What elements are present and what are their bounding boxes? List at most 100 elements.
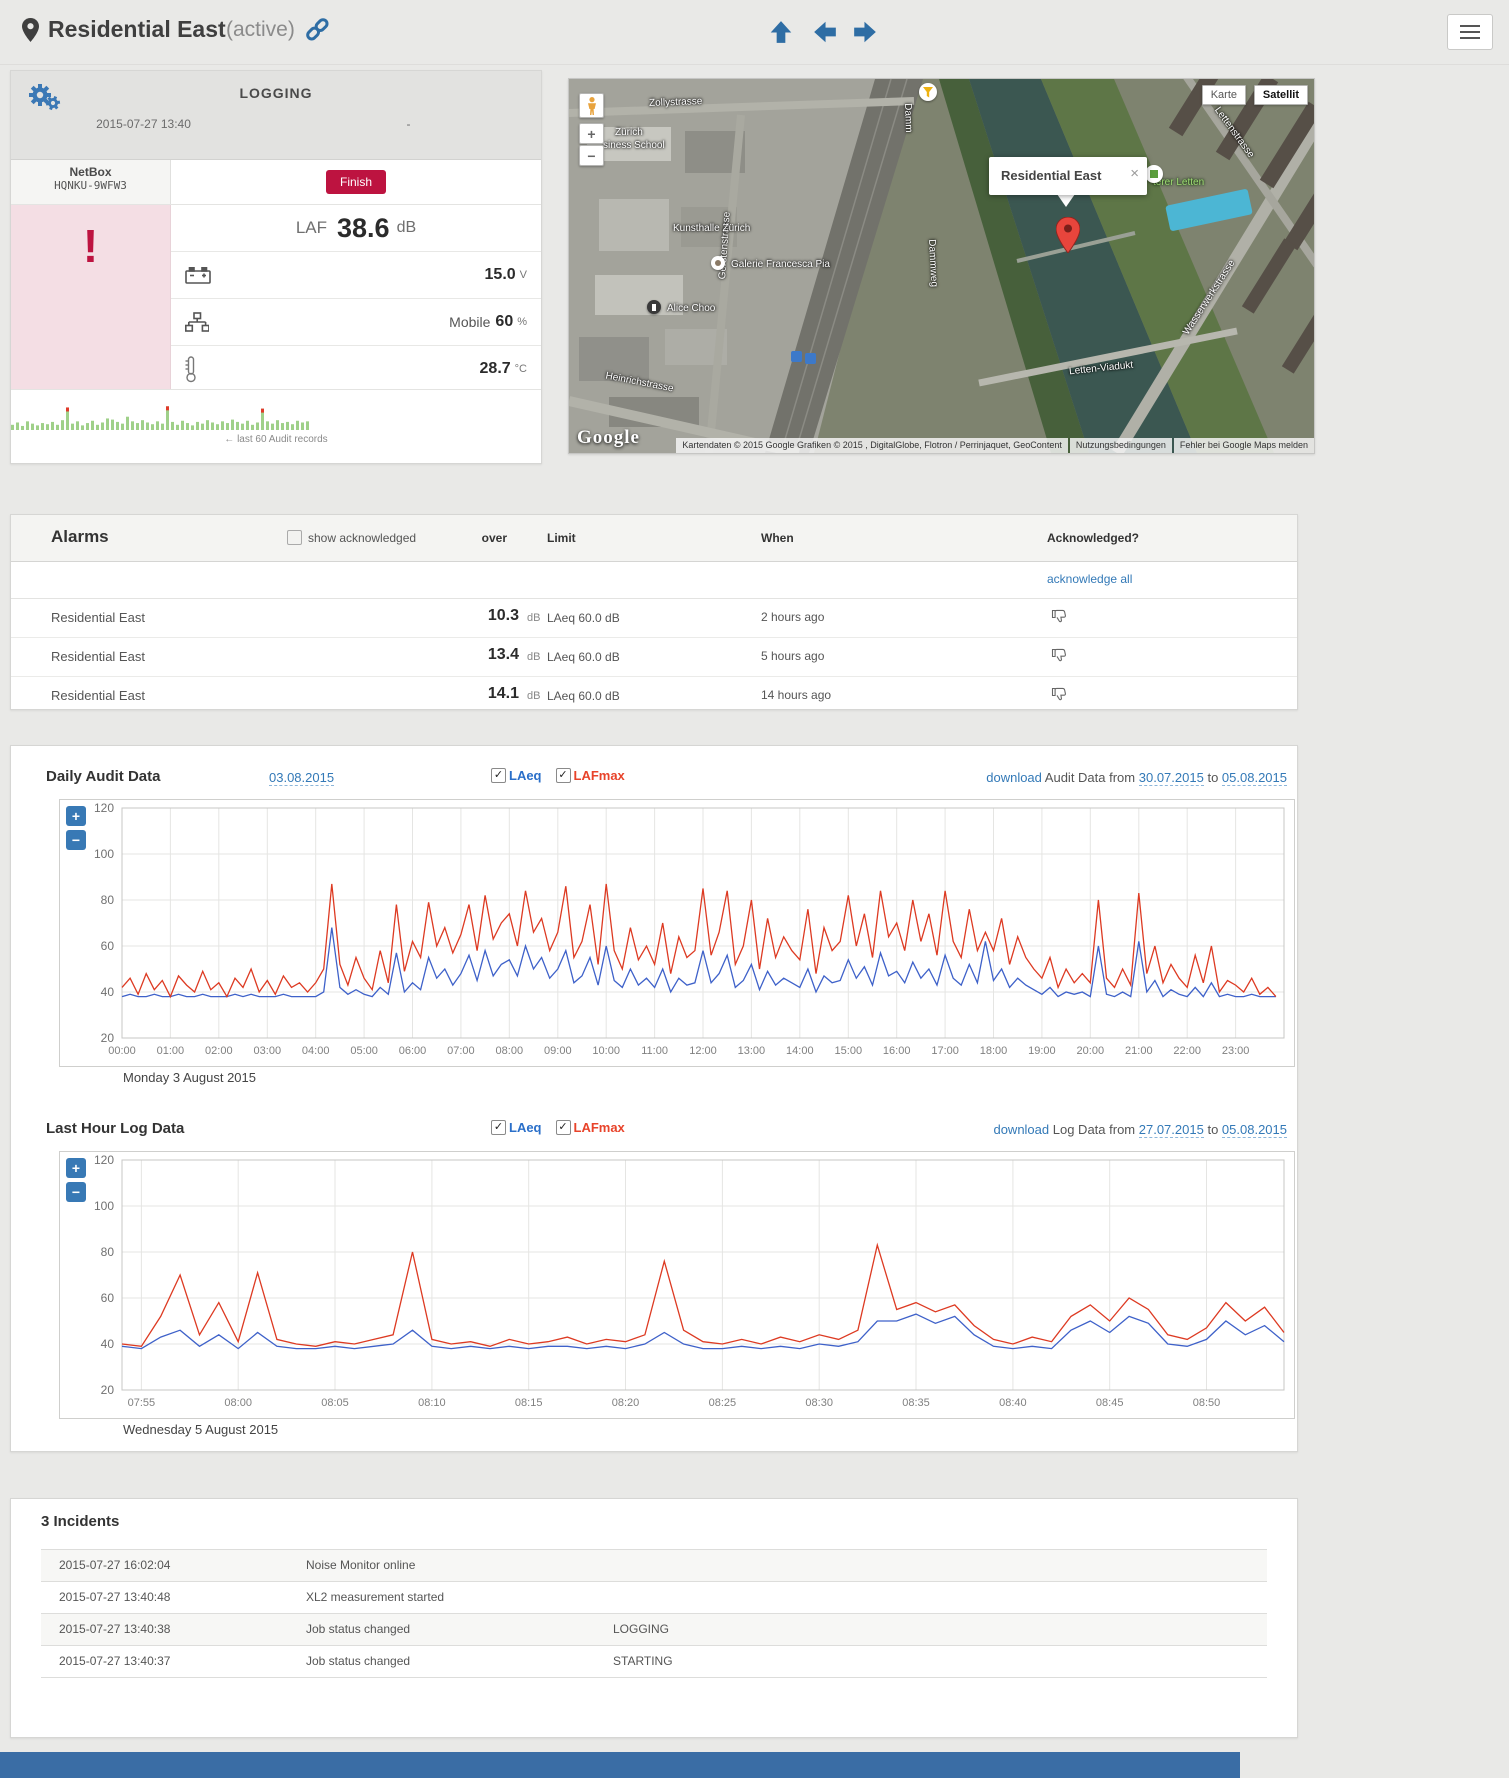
alert-cell: ! <box>11 205 171 389</box>
laeq-checkbox[interactable]: ✓ <box>491 768 506 783</box>
temperature-value: 28.7 <box>479 360 511 377</box>
show-acknowledged-checkbox[interactable] <box>287 530 302 545</box>
nav-up-arrow[interactable] <box>768 18 798 46</box>
funnel-poi-icon[interactable] <box>919 83 937 101</box>
finish-button[interactable]: Finish <box>325 170 386 194</box>
park-label: terer Letten <box>1153 177 1205 188</box>
job-end-time: - <box>406 117 411 131</box>
incident-row: 2015-07-27 13:40:37 Job status changed S… <box>41 1645 1267 1678</box>
menu-button[interactable] <box>1447 14 1493 50</box>
map-marker-pin[interactable] <box>1056 217 1080 253</box>
incident-time: 2015-07-27 13:40:37 <box>59 1654 171 1668</box>
restaurant-poi-icon[interactable] <box>647 300 661 314</box>
daily-zoom-in-button[interactable]: + <box>66 806 86 826</box>
alarm-when: 5 hours ago <box>761 649 825 663</box>
svg-text:17:00: 17:00 <box>931 1045 959 1057</box>
lafmax-label: LAFmax <box>573 768 625 783</box>
alarm-row: Residential East 13.4 dB LAeq 60.0 dB 5 … <box>11 638 1297 677</box>
svg-text:23:00: 23:00 <box>1222 1045 1250 1057</box>
laf-unit: dB <box>396 219 417 236</box>
lafmax-legend-toggle[interactable]: ✓ LAFmax <box>555 1120 625 1135</box>
svg-text:04:00: 04:00 <box>302 1045 330 1057</box>
svg-text:02:00: 02:00 <box>205 1045 233 1057</box>
pegman-control[interactable] <box>579 93 604 118</box>
attribution-report-link[interactable]: Fehler bei Google Maps melden <box>1173 438 1314 453</box>
lafmax-checkbox[interactable]: ✓ <box>555 768 571 783</box>
google-logo[interactable]: Google <box>577 427 640 448</box>
svg-text:20: 20 <box>101 1031 115 1045</box>
alarm-row: Residential East 10.3 dB LAeq 60.0 dB 2 … <box>11 599 1297 638</box>
svg-text:08:20: 08:20 <box>612 1397 640 1409</box>
laeq-legend-toggle[interactable]: ✓ LAeq <box>491 1120 542 1135</box>
svg-text:08:30: 08:30 <box>805 1397 833 1409</box>
download-audit-text: Audit Data from <box>1044 770 1136 785</box>
incident-status: LOGGING <box>613 1622 670 1636</box>
laeq-legend-toggle[interactable]: ✓ LAeq <box>491 768 542 783</box>
device-id: HQNKU-9WFW3 <box>54 179 127 192</box>
map-marker-popup[interactable]: Residential East × <box>989 157 1147 195</box>
nav-left-arrow[interactable] <box>812 18 842 46</box>
column-acknowledged: Acknowledged? <box>1047 531 1140 545</box>
nav-right-arrow[interactable] <box>852 18 882 46</box>
attribution-terms-link[interactable]: Nutzungsbedingungen <box>1069 438 1172 453</box>
show-acknowledged-label: show acknowledged <box>308 530 417 545</box>
device-label: NetBox <box>69 165 112 179</box>
lasthour-chart-plot: 07:55 08:00 08:05 08:10 08:15 08:20 08:25 08:30… <box>94 1153 1285 1409</box>
alarm-over-value: 10.3 <box>487 607 519 624</box>
settings-gears-icon[interactable] <box>27 83 61 113</box>
lafmax-checkbox[interactable]: ✓ <box>555 1120 571 1135</box>
street-label: Zollystrasse <box>648 96 703 109</box>
transit-icon[interactable] <box>805 353 816 364</box>
svg-text:120: 120 <box>94 1153 114 1167</box>
laeq-checkbox[interactable]: ✓ <box>491 1120 506 1135</box>
download-log-text: Log Data from <box>1052 1122 1136 1137</box>
daily-zoom-out-button[interactable]: − <box>66 830 86 850</box>
log-to-word: to <box>1207 1122 1219 1137</box>
lasthour-zoom-out-button[interactable]: − <box>66 1182 86 1202</box>
svg-text:08:05: 08:05 <box>321 1397 349 1409</box>
svg-text:06:00: 06:00 <box>399 1045 427 1057</box>
map-zoom-out-button[interactable]: − <box>579 145 604 166</box>
svg-text:08:00: 08:00 <box>224 1397 252 1409</box>
battery-icon <box>185 266 211 284</box>
audit-to-date[interactable]: 05.08.2015 <box>1221 770 1287 786</box>
audit-from-date[interactable]: 30.07.2015 <box>1138 770 1204 786</box>
log-to-date[interactable]: 05.08.2015 <box>1221 1122 1287 1138</box>
incident-time: 2015-07-27 16:02:04 <box>59 1558 171 1572</box>
hamburger-icon <box>1454 25 1486 39</box>
station-status-panel: LOGGING 2015-07-27 13:40 - NetBox HQNKU-… <box>10 70 542 464</box>
acknowledge-thumb-icon[interactable] <box>1051 609 1068 624</box>
laf-reading: LAF 38.6 dB <box>171 205 541 252</box>
log-from-date[interactable]: 27.07.2015 <box>1138 1122 1204 1138</box>
lafmax-legend-toggle[interactable]: ✓ LAFmax <box>555 768 625 783</box>
svg-text:03:00: 03:00 <box>254 1045 282 1057</box>
battery-value: 15.0 <box>484 266 516 283</box>
park-poi-icon[interactable] <box>1145 165 1163 183</box>
transit-icon[interactable] <box>791 351 802 362</box>
svg-text:22:00: 22:00 <box>1173 1045 1201 1057</box>
svg-text:12:00: 12:00 <box>689 1045 717 1057</box>
alarm-over-unit: dB <box>527 651 541 663</box>
popup-close-icon[interactable]: × <box>1130 165 1139 182</box>
gallery-poi-icon[interactable] <box>711 256 725 270</box>
alarm-when: 2 hours ago <box>761 610 825 624</box>
daily-chart: + − 00:00 01:00 02:00 03:00 04:00 05:00 06:00 0… <box>59 799 1295 1067</box>
map-type-satellite-button[interactable]: Satellit <box>1253 85 1308 105</box>
daily-date-link[interactable]: 03.08.2015 <box>269 770 335 786</box>
download-log-link[interactable]: download <box>993 1122 1050 1137</box>
svg-text:80: 80 <box>101 1245 115 1259</box>
acknowledge-all-link[interactable]: acknowledge all <box>1047 572 1133 586</box>
street-label: Damm <box>902 103 915 133</box>
incident-event: XL2 measurement started <box>306 1590 445 1604</box>
map-type-map-button[interactable]: Karte <box>1201 85 1246 105</box>
lasthour-zoom-in-button[interactable]: + <box>66 1158 86 1178</box>
map-attribution: Kartendaten © 2015 Google Grafiken © 201… <box>569 438 1314 453</box>
incident-row: 2015-07-27 16:02:04 Noise Monitor online <box>41 1549 1267 1581</box>
svg-text:60: 60 <box>101 939 115 953</box>
link-icon[interactable] <box>304 16 330 42</box>
acknowledge-thumb-icon[interactable] <box>1051 648 1068 663</box>
acknowledge-thumb-icon[interactable] <box>1051 687 1068 702</box>
map-panel: Zollystrasse Zürich siness School Gerste… <box>568 78 1315 454</box>
map-zoom-in-button[interactable]: + <box>579 123 604 144</box>
download-audit-link[interactable]: download <box>986 770 1042 785</box>
